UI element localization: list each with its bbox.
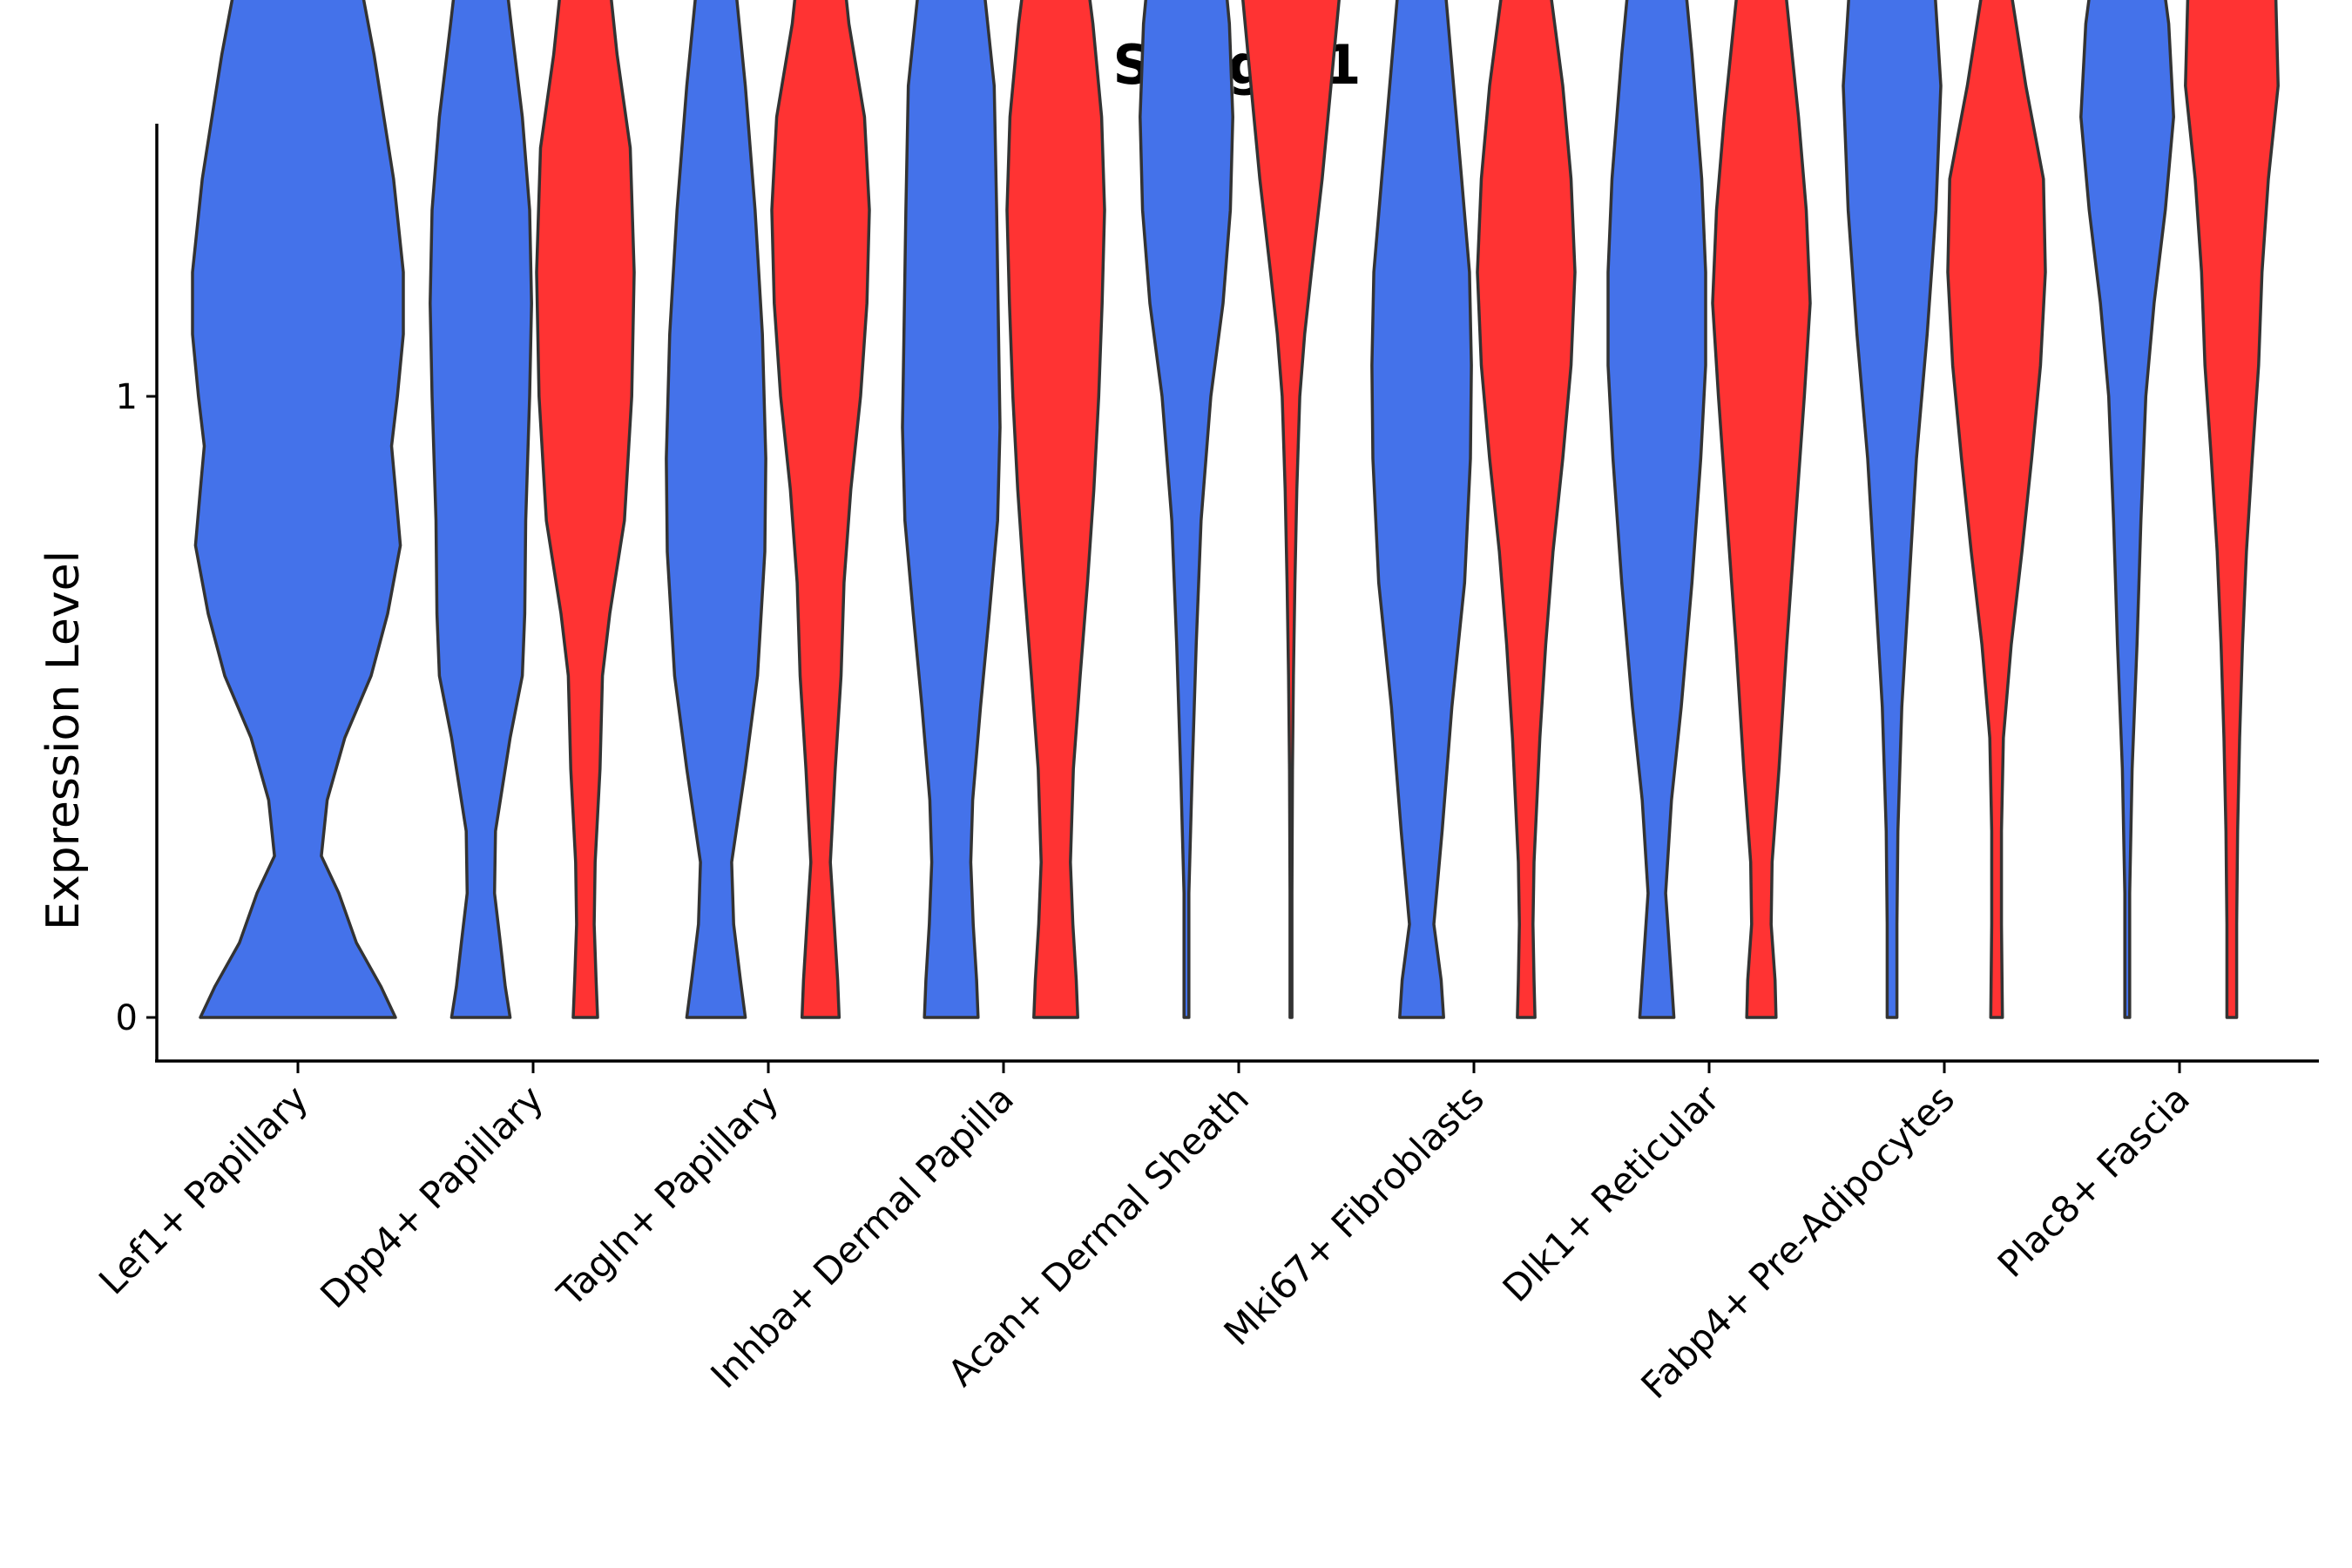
x-tick-label-8: Plac8+ Fascia bbox=[1990, 1077, 2198, 1285]
y-axis-label: Expression Level bbox=[37, 551, 90, 930]
x-tick-label-1: Dpp4+ Papillary bbox=[312, 1077, 551, 1316]
violin-red-4 bbox=[1241, 0, 1341, 1019]
violin-blue-2 bbox=[665, 0, 767, 1019]
violin-red-2 bbox=[770, 0, 871, 1019]
violin-blue-0 bbox=[191, 0, 405, 1019]
violin-blue-3 bbox=[901, 0, 1002, 1019]
violin-red-8 bbox=[2184, 0, 2280, 1019]
violin-blue-4 bbox=[1139, 0, 1234, 1019]
violin-red-7 bbox=[1946, 0, 2047, 1019]
axes bbox=[155, 124, 2319, 1063]
violin-red-5 bbox=[1476, 0, 1577, 1019]
x-tick-label-2: Tagln+ Papillary bbox=[549, 1077, 787, 1315]
violin-layer bbox=[191, 0, 2280, 1019]
violin-blue-7 bbox=[1842, 0, 1943, 1019]
x-tick-label-6: Dlk1+ Reticular bbox=[1495, 1077, 1728, 1310]
violin-red-6 bbox=[1711, 0, 1812, 1019]
violin-blue-1 bbox=[429, 0, 533, 1019]
violin-blue-5 bbox=[1370, 0, 1473, 1019]
y-tick-label-0: 0 bbox=[116, 998, 138, 1038]
x-tick-label-0: Lef1+ Papillary bbox=[91, 1077, 316, 1302]
violin-blue-8 bbox=[2079, 0, 2175, 1019]
violin-red-3 bbox=[1005, 0, 1106, 1019]
y-tick-label-1: 1 bbox=[116, 377, 138, 417]
violin-blue-6 bbox=[1606, 0, 1707, 1019]
y-ticks: 012 bbox=[116, 377, 157, 1038]
x-tick-label-5: Mki67+ Fibroblasts bbox=[1216, 1077, 1492, 1353]
violin-red-1 bbox=[535, 0, 636, 1019]
